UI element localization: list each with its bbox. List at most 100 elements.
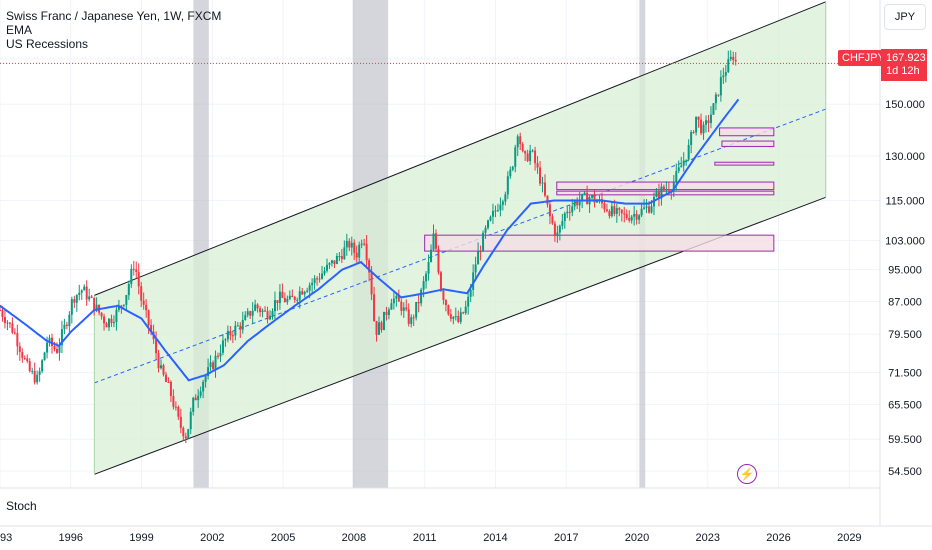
candle-body (21, 352, 24, 358)
candle-body (184, 436, 187, 439)
candle-body (155, 339, 158, 354)
candle-body (724, 72, 727, 76)
candle-body (221, 340, 224, 353)
candle-body (103, 316, 106, 324)
candle-body (464, 306, 467, 314)
price-zone-rect (424, 234, 775, 252)
support-resistance-zones[interactable] (424, 127, 775, 252)
candle-body (618, 208, 621, 210)
candle-body (625, 214, 628, 219)
candle-body (581, 193, 584, 201)
candle-body (241, 319, 244, 330)
candle-body (662, 186, 665, 190)
candle-body (687, 144, 690, 160)
candle-body (298, 291, 301, 300)
candle-body (583, 192, 586, 194)
candle-body (370, 272, 373, 295)
price-axis-label: 54.500 (888, 466, 922, 478)
candle-body (568, 211, 571, 213)
candle-body (358, 244, 361, 258)
candle-body (335, 256, 338, 264)
candle-body (645, 206, 648, 208)
candle-body (526, 153, 529, 162)
candle-body (1, 310, 4, 318)
last-price-tag: 167.923 1d 12h (881, 49, 927, 81)
candle-body (548, 204, 551, 217)
candle-body (293, 297, 296, 301)
ema-path (0, 98, 740, 382)
candle-body (107, 318, 110, 328)
candle-body (551, 216, 554, 224)
time-axis-label: 2023 (696, 532, 720, 544)
candle-body (712, 103, 715, 115)
candle-body (407, 309, 410, 324)
stoch-pane-label[interactable]: Stoch (6, 499, 37, 513)
candle-body (343, 247, 346, 260)
price-axis-label: 103.000 (885, 235, 925, 247)
candle-body (73, 299, 76, 303)
candle-body (174, 406, 177, 408)
time-axis-label: 2011 (413, 532, 437, 544)
candle-body (209, 362, 212, 368)
time-axis-label: 2026 (766, 532, 790, 544)
candle-body (375, 320, 378, 335)
candle-body (643, 207, 646, 209)
candle-body (509, 169, 512, 177)
lightning-icon[interactable]: ⚡ (737, 464, 757, 484)
candle-body (395, 295, 398, 299)
candle-body (563, 213, 566, 222)
candle-body (127, 284, 130, 296)
indicator-ema-label[interactable]: EMA (6, 23, 33, 37)
currency-button[interactable]: JPY (884, 4, 926, 30)
candle-body (677, 167, 680, 172)
candle-body (276, 300, 279, 304)
candle-body (695, 116, 698, 133)
candle-body (31, 370, 34, 372)
candle-body (474, 264, 477, 273)
candle-body (207, 367, 210, 377)
candle-body (373, 294, 376, 321)
candle-body (261, 310, 264, 313)
candle-body (333, 260, 336, 264)
candle-body (531, 150, 534, 152)
candle-body (355, 252, 358, 258)
candle-body (387, 309, 390, 315)
candle-body (397, 295, 400, 302)
candle-body (273, 300, 276, 312)
time-axis-label: 2014 (483, 532, 507, 544)
candle-body (271, 311, 274, 316)
candle-body (623, 213, 626, 215)
candle-body (553, 223, 556, 237)
time-axis-label: 2017 (554, 532, 578, 544)
candle-body (682, 160, 685, 166)
candle-body (13, 332, 16, 334)
candle-body (65, 324, 68, 327)
candle-body (714, 94, 717, 104)
candle-body (543, 182, 546, 196)
candle-body (283, 297, 286, 303)
candle-body (249, 311, 252, 316)
candle-body (244, 315, 247, 320)
candle-body (291, 295, 294, 298)
candle-body (301, 291, 304, 295)
candle-body (561, 221, 564, 226)
candle-body (308, 285, 311, 291)
candle-body (608, 211, 611, 217)
candle-body (491, 210, 494, 217)
symbol-title[interactable]: Swiss Franc / Japanese Yen, 1W, FXCM (6, 9, 222, 23)
candle-body (380, 322, 383, 331)
candle-body (382, 311, 385, 331)
candle-body (655, 191, 658, 197)
price-axis-label: 87.000 (888, 297, 922, 309)
chart-legend: Swiss Franc / Japanese Yen, 1W, FXCM EMA… (6, 9, 221, 51)
indicator-recessions-label[interactable]: US Recessions (6, 37, 89, 51)
candle-body (672, 182, 675, 192)
candlesticks (0, 50, 737, 443)
candle-body (692, 132, 695, 134)
price-axis-label: 59.500 (888, 434, 922, 446)
time-axis-label: 2002 (200, 532, 224, 544)
candle-body (288, 295, 291, 299)
